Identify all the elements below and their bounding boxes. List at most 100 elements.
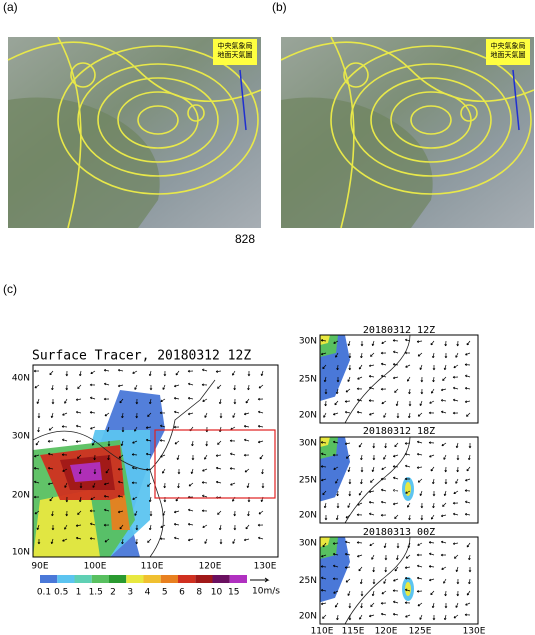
colorbar-label: 1 <box>76 588 82 598</box>
wind-arrow <box>90 496 96 500</box>
wind-arrow <box>51 398 55 405</box>
wind-arrow <box>34 510 40 515</box>
wind-arrow <box>416 452 423 456</box>
wind-arrow <box>334 400 339 406</box>
wind-arrow <box>371 554 375 560</box>
wind-arrow <box>356 513 363 517</box>
wind-arrow <box>384 442 387 449</box>
wind-arrow <box>33 369 40 373</box>
wind-arrow <box>464 513 471 516</box>
wind-arrow <box>135 524 139 531</box>
wind-arrow <box>132 370 138 374</box>
wind-arrow <box>407 502 411 508</box>
wind-arrow <box>336 376 340 383</box>
wind-arrow <box>419 400 423 406</box>
wind-arrow <box>432 614 436 621</box>
isobar <box>330 45 532 195</box>
wind-arrow <box>432 502 435 509</box>
wind-arrow <box>335 352 339 358</box>
wind-arrow <box>408 388 411 395</box>
wind-arrow <box>356 387 363 391</box>
wind-arrow <box>405 490 411 494</box>
wind-arrow <box>452 501 459 505</box>
wind-arrow <box>344 566 351 569</box>
wind-arrow <box>360 352 363 359</box>
isobar <box>370 77 492 163</box>
wind-arrow <box>173 384 180 388</box>
wind-arrow <box>131 466 138 470</box>
wind-arrow <box>173 510 180 514</box>
wind-arrow <box>134 510 138 516</box>
wind-arrow <box>358 364 363 370</box>
wind-arrow <box>405 554 411 559</box>
wind-arrow <box>380 351 387 355</box>
wind-arrow <box>464 387 471 390</box>
wind-arrow <box>334 602 339 608</box>
wind-arrow <box>65 384 69 391</box>
wind-arrow <box>260 370 264 377</box>
wind-arrow <box>393 578 399 582</box>
wind-arrow <box>257 523 264 527</box>
wind-arrow <box>215 466 222 470</box>
wind-arrow <box>324 388 328 395</box>
wind-arrow <box>215 480 222 484</box>
inset-border <box>319 334 479 424</box>
wind-arrow <box>257 536 264 540</box>
wind-arrow <box>465 602 471 606</box>
panel-label: (a) <box>3 0 18 14</box>
tracer-area <box>70 462 102 482</box>
wind-arrow <box>121 412 124 419</box>
wind-arrow <box>405 364 411 368</box>
lon-label: 130E <box>463 627 486 635</box>
wind-arrow <box>162 510 166 516</box>
wind-arrow <box>380 477 387 481</box>
wind-arrow <box>323 412 327 418</box>
colorbar-label: 0.1 <box>37 588 51 598</box>
wind-arrow <box>218 398 222 405</box>
wind-arrow <box>36 524 40 530</box>
wind-arrow <box>420 376 424 383</box>
wind-arrow <box>219 413 223 419</box>
wind-arrow <box>429 400 435 404</box>
wind-arrow <box>392 363 399 366</box>
lat-label: 30N <box>299 539 317 549</box>
land <box>281 97 433 228</box>
wind-arrow <box>47 482 54 486</box>
wind-arrow <box>416 590 423 593</box>
map-title: 地面天氣圖 <box>218 50 253 59</box>
inset-border <box>319 536 479 625</box>
lat-label: 40N <box>12 374 30 384</box>
wind-arrow <box>104 538 110 543</box>
wind-arrow <box>394 514 399 519</box>
wind-arrow <box>75 424 82 428</box>
wind-arrow <box>380 387 387 391</box>
wind-unit: 10m/s <box>252 587 280 597</box>
wind-arrow <box>243 438 250 442</box>
coastline <box>32 379 216 558</box>
wind-arrow <box>134 384 138 390</box>
lon-label: 110E <box>311 627 334 635</box>
wind-arrow <box>420 514 424 521</box>
wind-arrow <box>93 454 97 461</box>
wind-arrow <box>77 510 82 515</box>
wind-arrow <box>428 441 435 444</box>
wind-arrow <box>392 589 399 593</box>
wind-arrow <box>61 453 68 457</box>
wind-arrow <box>344 442 351 445</box>
wind-arrow <box>160 524 166 528</box>
wind-arrow <box>381 590 387 595</box>
colorbar-label: 2 <box>110 588 116 598</box>
wind-arrow <box>132 440 138 444</box>
colorbar-label: 8 <box>196 588 202 598</box>
wind-arrow <box>335 514 339 521</box>
wind-arrow <box>320 465 327 468</box>
wind-arrow <box>405 614 411 618</box>
wind-arrow <box>217 384 222 389</box>
wind-arrow <box>121 426 125 433</box>
wind-arrow <box>383 578 387 584</box>
wind-arrow <box>103 369 110 372</box>
wind-arrow <box>247 370 251 377</box>
wind-arrow <box>148 398 152 405</box>
wind-arrow <box>320 352 327 356</box>
